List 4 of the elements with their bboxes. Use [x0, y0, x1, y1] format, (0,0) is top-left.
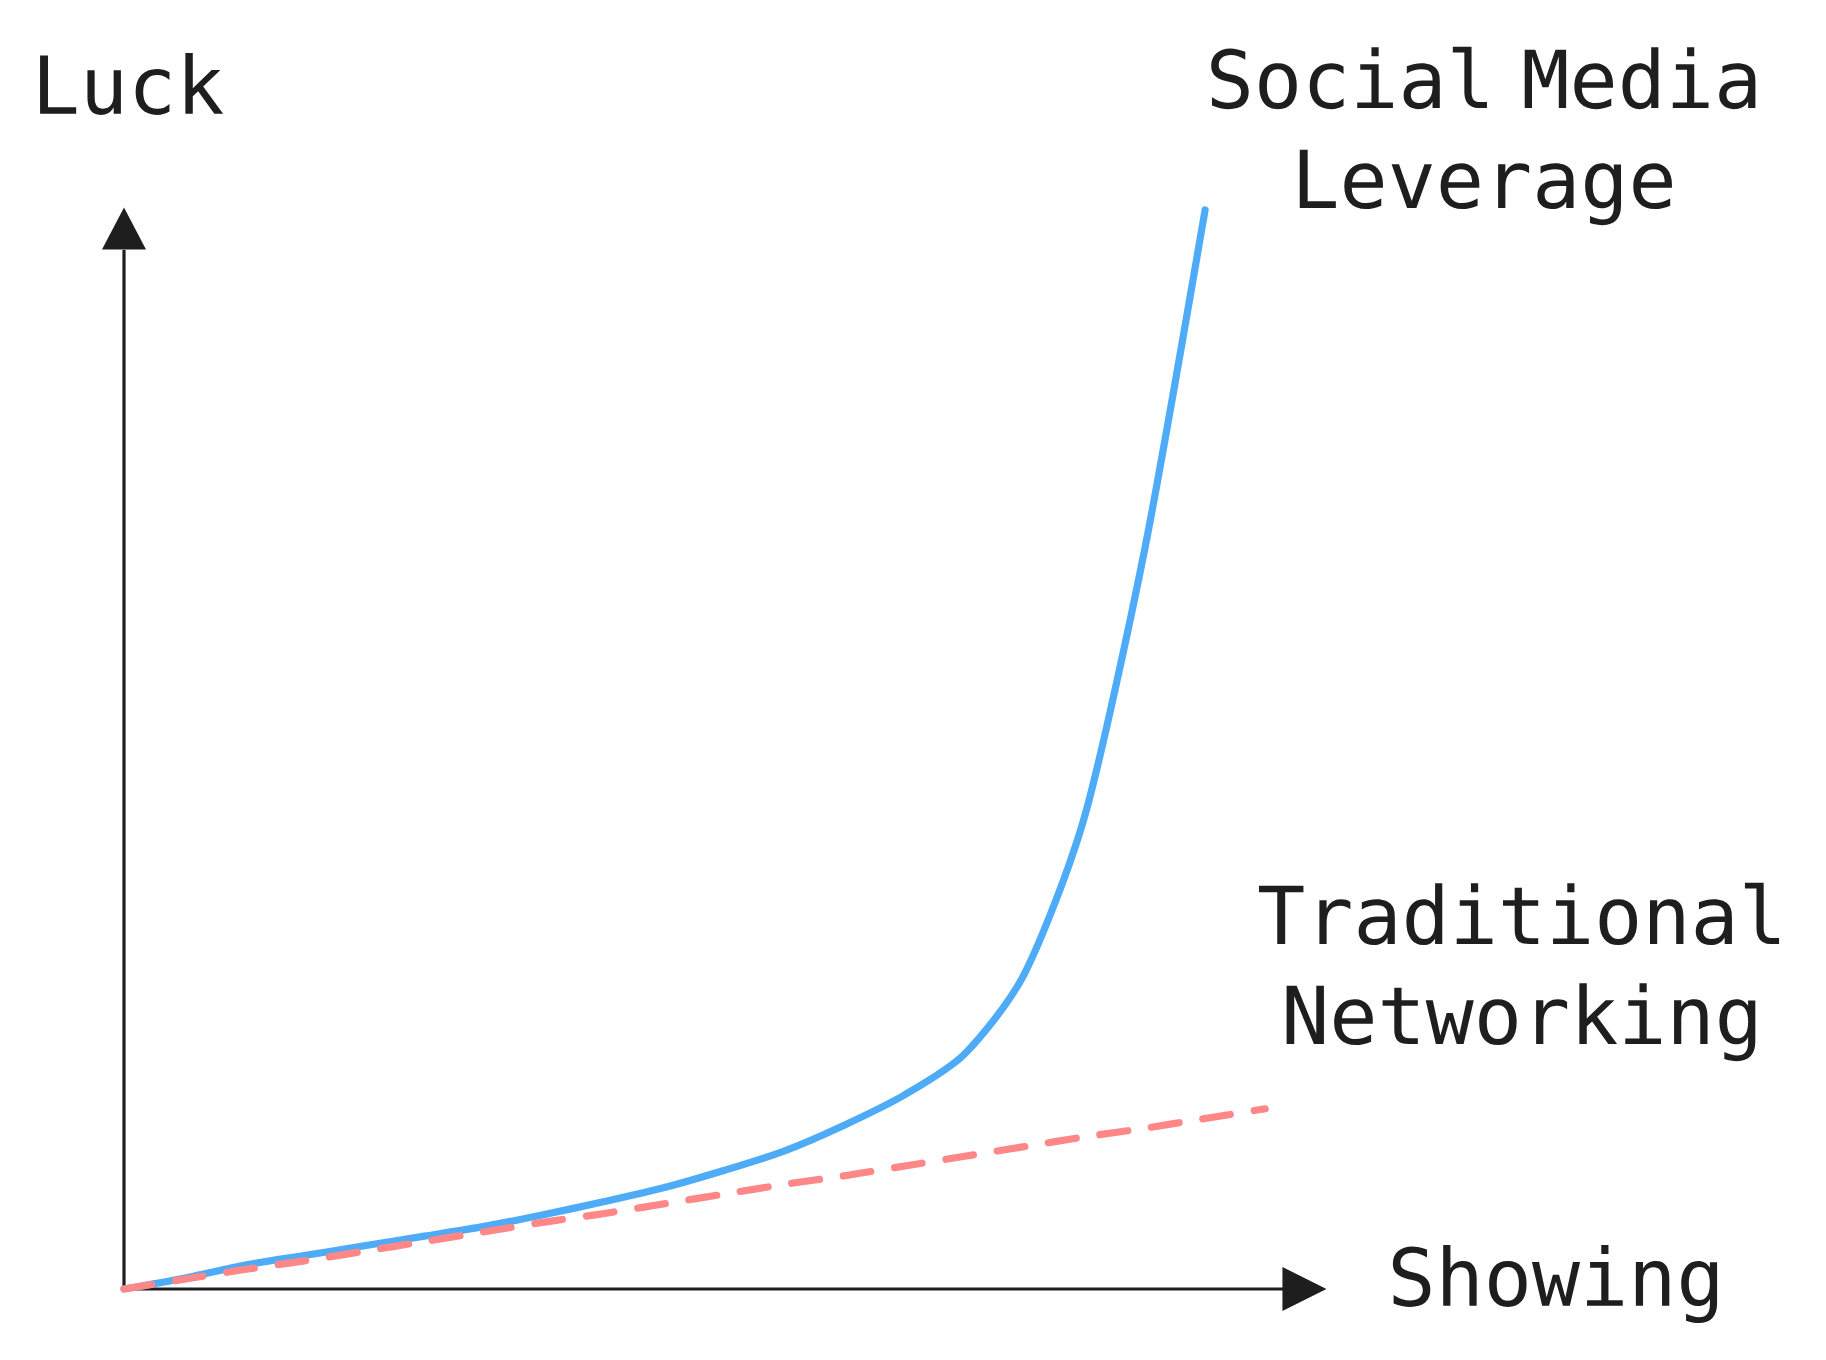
- series-label: Social Media Leverage: [1211, 46, 1756, 226]
- y-axis-title: Luck: [40, 53, 224, 115]
- series-label: Traditional Networking: [1258, 882, 1780, 1062]
- x-axis-title: Showing: [1392, 1245, 1718, 1323]
